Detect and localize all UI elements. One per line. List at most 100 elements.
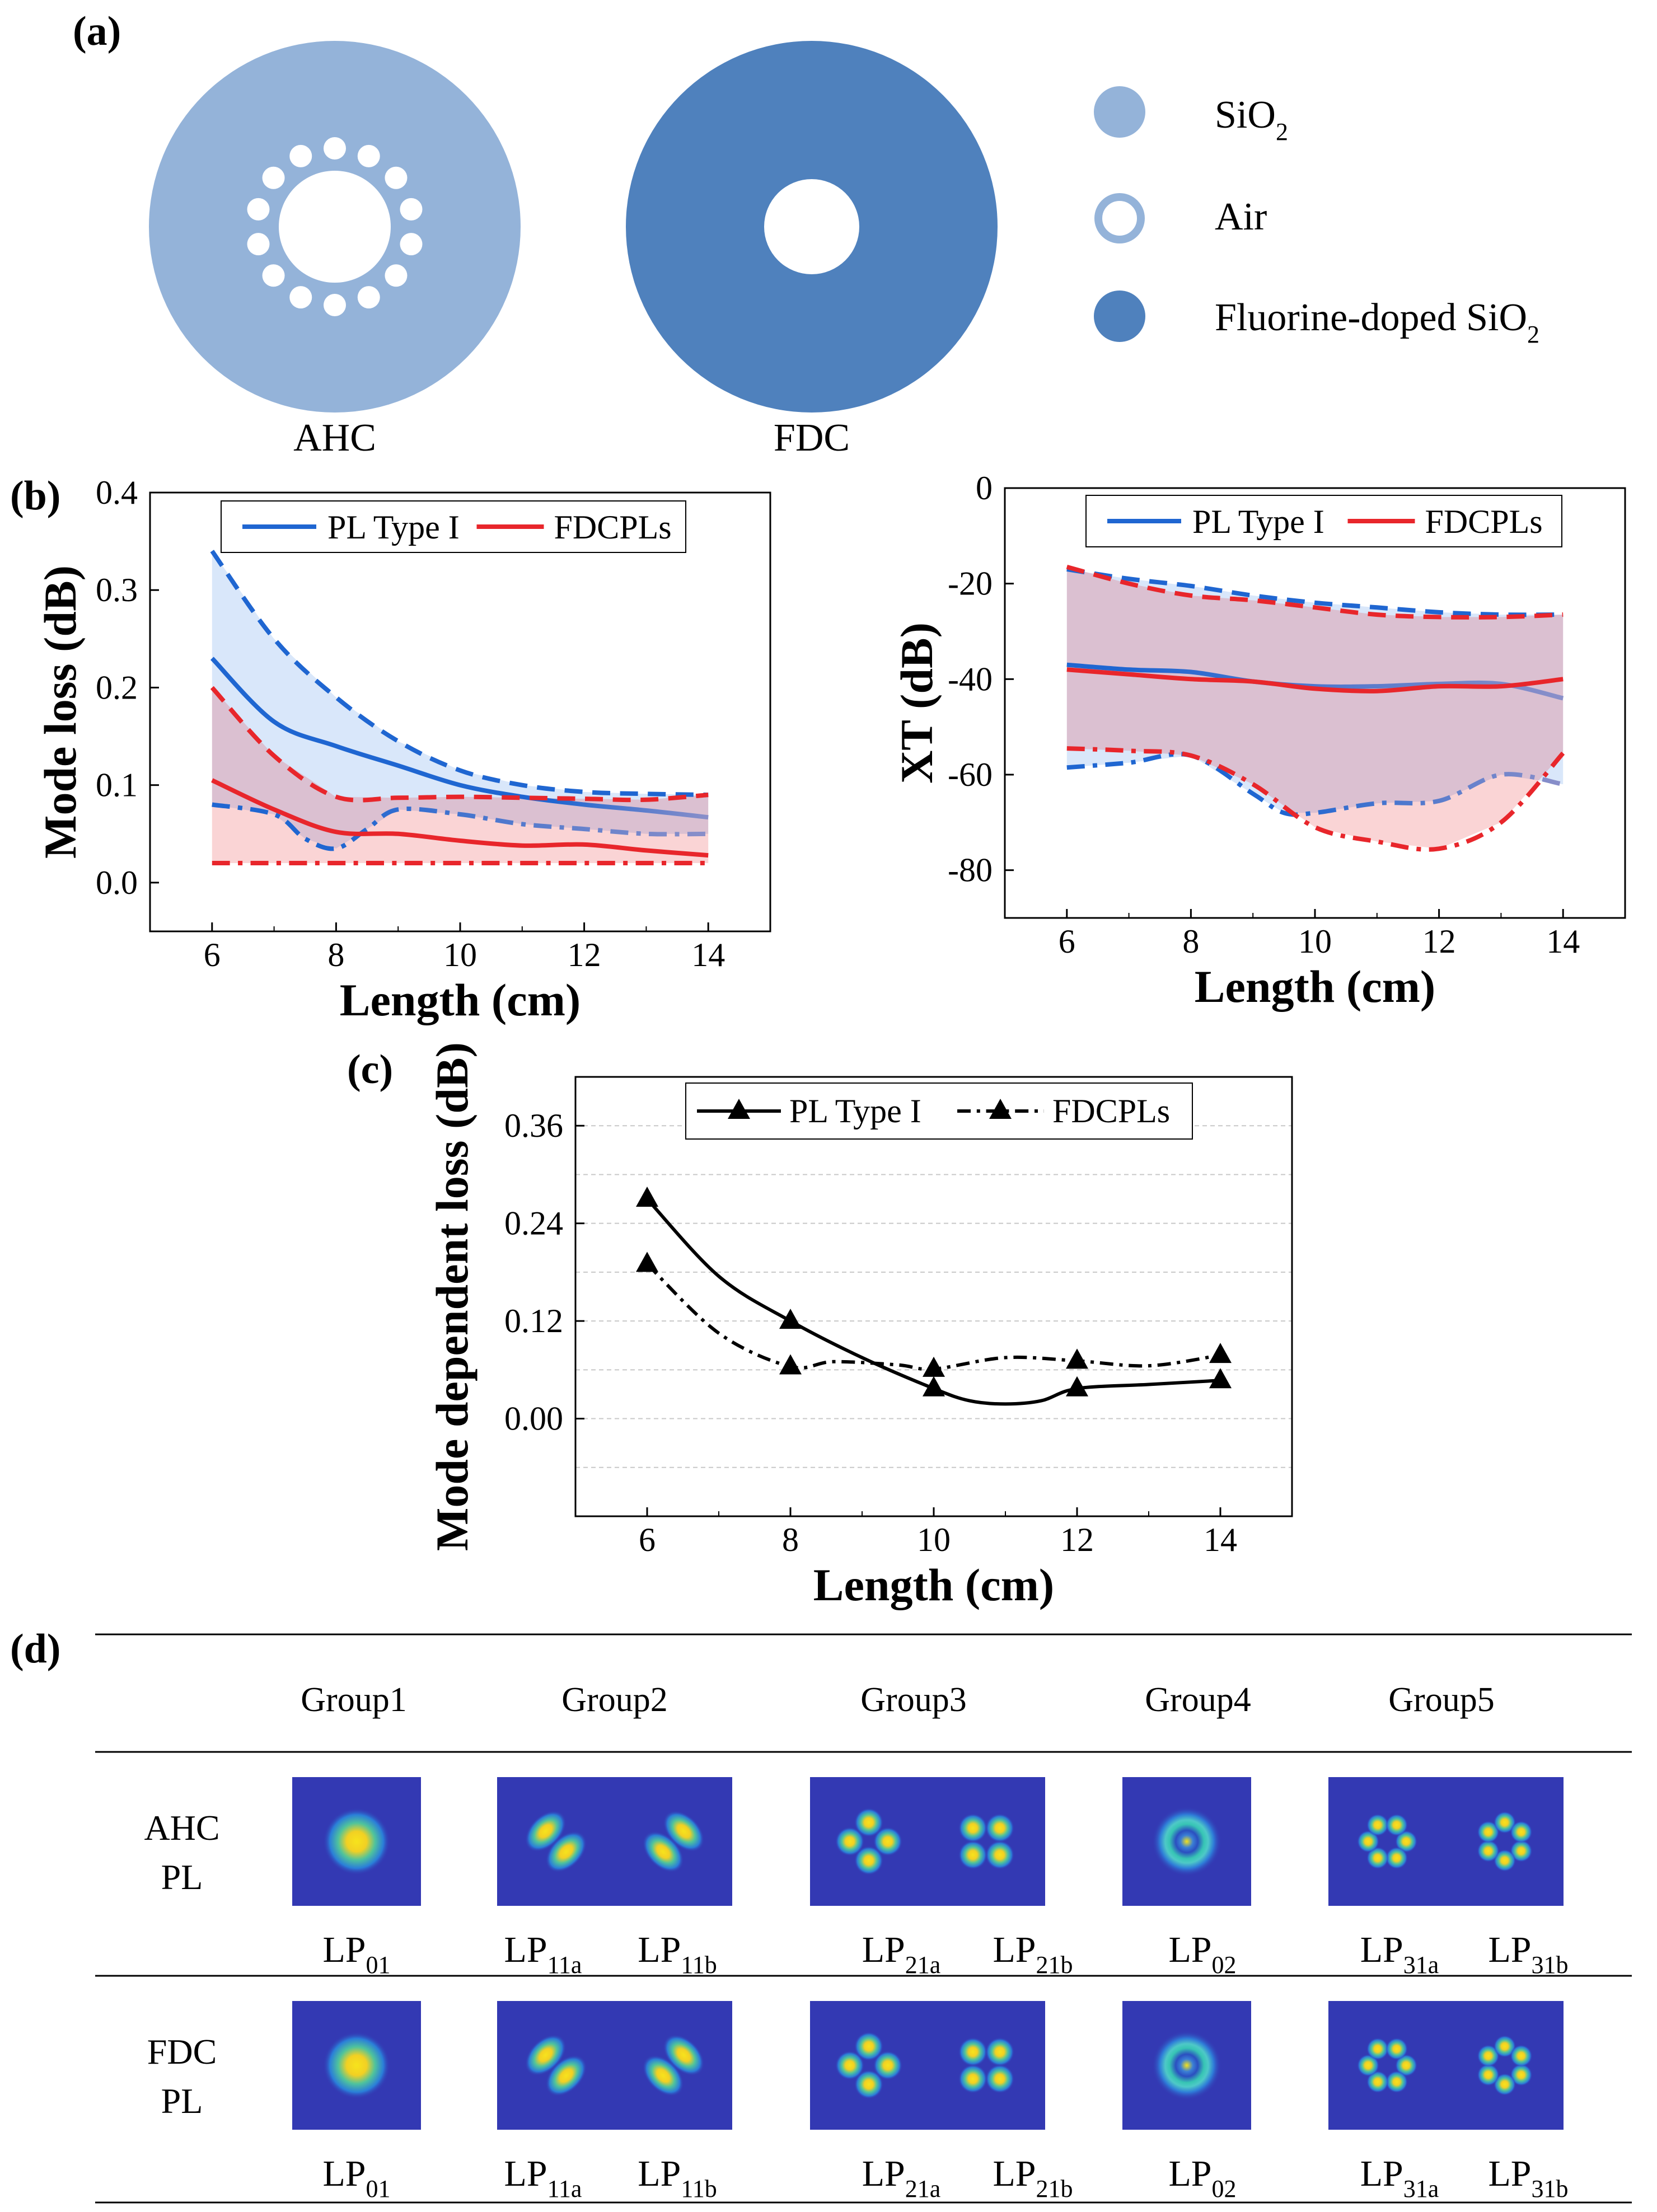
x-tick-label: 14 bbox=[1204, 1521, 1237, 1558]
air-hole bbox=[247, 198, 270, 221]
mode-pattern-lp21a bbox=[835, 2032, 902, 2099]
mode-label-lp11a: LP11a bbox=[504, 1929, 582, 1979]
ahc-label: AHC bbox=[293, 416, 376, 460]
crosstalk-chart: 6 8 10 12 14 -80 -60 -40 -20 0 Length (cm) XT (dB) P… bbox=[891, 470, 1626, 1012]
series-pl-type-i-min bbox=[1066, 752, 1564, 817]
panel-label-c: (c) bbox=[347, 1047, 393, 1093]
mode-label-lp21a: LP21a bbox=[862, 2153, 941, 2202]
x-tick-label: 12 bbox=[1060, 1521, 1094, 1558]
series-pl-type-i-max bbox=[1066, 567, 1564, 617]
series-pl-type-i-mean bbox=[1066, 662, 1564, 701]
x-tick-label: 12 bbox=[1422, 923, 1456, 960]
series-fdcpls bbox=[645, 1263, 1221, 1371]
air-hole bbox=[400, 198, 423, 221]
x-tick-label: 10 bbox=[1298, 923, 1332, 960]
group-header: Group4 bbox=[1145, 1681, 1251, 1719]
mode-label-lp02: LP02 bbox=[1168, 2153, 1236, 2202]
group-header: Group1 bbox=[301, 1681, 406, 1719]
legend-marker bbox=[728, 1099, 750, 1119]
y-tick-label: 0.24 bbox=[504, 1205, 563, 1242]
triangle-marker bbox=[923, 1376, 945, 1396]
mode-label-lp11a: LP11a bbox=[504, 2153, 582, 2202]
panel-label-a: (a) bbox=[73, 8, 121, 54]
mode-profile-table: Group1 Group2 Group3 Group4 Group5 AHC PL LP01 L… bbox=[95, 1633, 1632, 2204]
fdcpls-band bbox=[212, 687, 709, 863]
y-tick-label: 0.4 bbox=[96, 474, 138, 511]
mode-pattern-lp01 bbox=[323, 2032, 390, 2099]
y-tick-label: 0.1 bbox=[96, 767, 138, 804]
air-legend-label: Air bbox=[1215, 195, 1267, 238]
y-axis-title: Mode loss (dB) bbox=[35, 565, 86, 859]
y-tick-label: 0.12 bbox=[504, 1302, 563, 1339]
mode-label-lp31a: LP31a bbox=[1360, 1929, 1439, 1979]
mode-label-lp21a: LP21a bbox=[862, 1929, 941, 1979]
row-label: PL bbox=[161, 1857, 203, 1897]
triangle-marker bbox=[1066, 1376, 1088, 1396]
air-hole bbox=[324, 294, 346, 316]
triangle-marker bbox=[779, 1309, 802, 1329]
mode-label-lp21b: LP21b bbox=[993, 1929, 1073, 1979]
mode-pattern-lp31b bbox=[1477, 1811, 1533, 1872]
series-fdcpls-min bbox=[1066, 746, 1565, 852]
fdc-core bbox=[764, 179, 859, 274]
air-hole bbox=[262, 166, 285, 189]
y-tick-label: 0.36 bbox=[504, 1107, 563, 1144]
panel-label-b: (b) bbox=[10, 473, 60, 519]
legend-label-fdcpls: FDCPLs bbox=[554, 509, 672, 546]
mode-pattern-lp21a bbox=[835, 1808, 902, 1875]
mode-label-lp21b: LP21b bbox=[993, 2153, 1073, 2202]
y-tick-label: -40 bbox=[948, 660, 993, 697]
series-pl-type-i bbox=[645, 1198, 1221, 1406]
series-fdcpls-max bbox=[210, 686, 709, 803]
plot-frame bbox=[574, 1076, 1293, 1517]
legend-label-pl-type-i: PL Type I bbox=[1192, 503, 1324, 540]
series-fdcpls-mean bbox=[211, 778, 709, 858]
y-tick-label: -20 bbox=[948, 565, 993, 602]
air-hole bbox=[357, 144, 380, 167]
mode-label-lp31b: LP31b bbox=[1488, 2153, 1568, 2202]
triangle-marker bbox=[636, 1187, 658, 1207]
air-hole bbox=[247, 233, 270, 256]
x-axis-title: Length (cm) bbox=[340, 974, 581, 1025]
mode-loss-chart: 6 8 10 12 14 0.0 0.1 0.2 0.3 0.4 Length (cm) Mode l… bbox=[35, 474, 771, 1025]
mode-label-lp11b: LP11b bbox=[638, 2153, 717, 2202]
x-tick-label: 6 bbox=[204, 936, 221, 973]
air-hole bbox=[324, 137, 346, 160]
y-axis-title: Mode dependent loss (dB) bbox=[427, 1042, 478, 1551]
y-tick-label: 0.2 bbox=[96, 669, 138, 706]
air-hole bbox=[262, 264, 285, 287]
series-pl-type-i-mean bbox=[210, 657, 709, 820]
x-tick-label: 6 bbox=[639, 1521, 656, 1558]
x-tick-label: 6 bbox=[1059, 923, 1075, 960]
legend-marker bbox=[989, 1099, 1012, 1119]
y-tick-label: 0 bbox=[976, 470, 993, 507]
x-tick-label: 14 bbox=[691, 936, 725, 973]
mode-pattern-lp02 bbox=[1152, 1807, 1221, 1876]
legend-label-fdcpls: FDCPLs bbox=[1425, 503, 1543, 540]
mode-label-lp02: LP02 bbox=[1168, 1929, 1236, 1979]
ahc-cross-section bbox=[149, 41, 521, 413]
mode-label-lp01: LP01 bbox=[322, 1929, 390, 1979]
x-tick-label: 8 bbox=[1182, 923, 1199, 960]
mode-pattern-lp11b bbox=[642, 2034, 705, 2097]
material-legend: SiO2 Air Fluorine-doped SiO2 bbox=[1094, 86, 1539, 348]
fluorine-doped-legend-icon bbox=[1094, 290, 1145, 342]
x-axis-title: Length (cm) bbox=[813, 1559, 1054, 1610]
y-axis-title: XT (dB) bbox=[891, 622, 942, 784]
triangle-marker bbox=[636, 1252, 658, 1272]
y-tick-label: -60 bbox=[948, 756, 993, 793]
ahc-air-holes bbox=[247, 137, 423, 316]
mode-pattern-lp31a bbox=[1357, 1813, 1417, 1869]
mode-label-lp31a: LP31a bbox=[1360, 2153, 1439, 2202]
fdc-label: FDC bbox=[774, 416, 850, 460]
mode-pattern-lp02 bbox=[1152, 2031, 1221, 2100]
sio2-legend-label: SiO2 bbox=[1215, 93, 1288, 146]
series-fdcpls-mean bbox=[1066, 667, 1564, 693]
panel-label-d: (d) bbox=[10, 1626, 60, 1672]
group-header: Group5 bbox=[1388, 1681, 1494, 1719]
triangle-marker bbox=[1066, 1348, 1088, 1369]
air-legend-icon bbox=[1094, 193, 1145, 243]
mode-pattern-lp11a bbox=[525, 1810, 587, 1873]
row-label: AHC bbox=[144, 1808, 219, 1848]
